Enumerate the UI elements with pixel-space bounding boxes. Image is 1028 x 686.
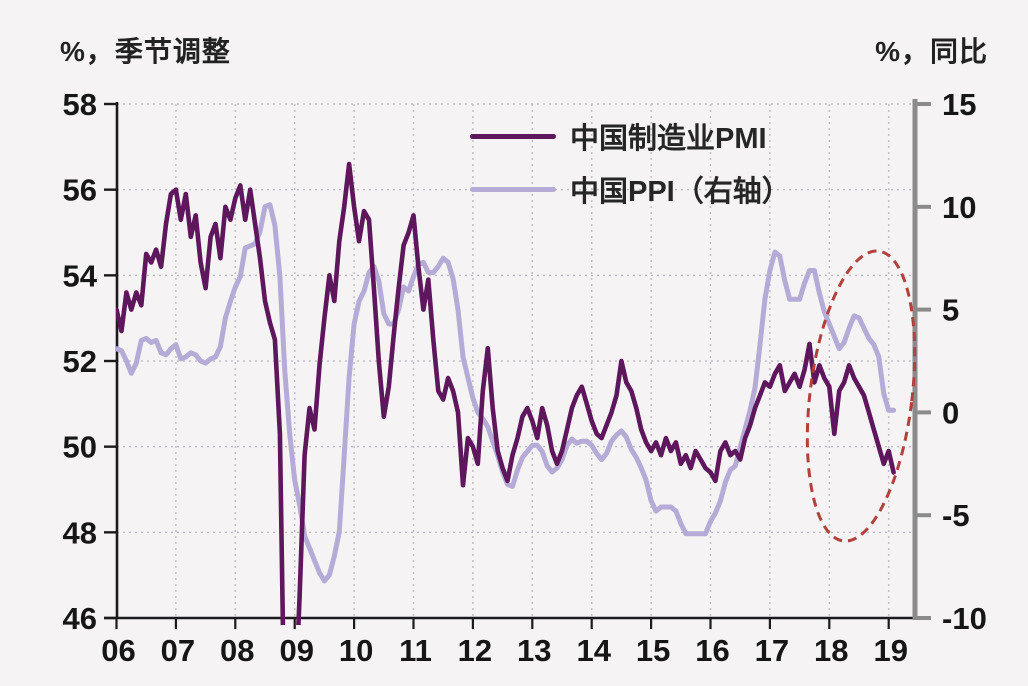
pmi-line [116, 161, 896, 625]
right-axis-tick-label: 0 [942, 395, 959, 430]
x-axis-tick-label: 06 [101, 633, 135, 668]
left-axis-title: %，季节调整 [60, 36, 231, 67]
x-axis-tick-label: 11 [399, 633, 432, 668]
left-axis-tick-label: 46 [63, 601, 97, 636]
x-axis-tick-label: 18 [814, 633, 848, 668]
x-axis-tick-label: 19 [873, 633, 907, 668]
x-axis-tick-label: 17 [755, 633, 789, 668]
x-axis-tick-label: 15 [636, 633, 670, 668]
ppi-line-swatch [470, 186, 556, 192]
left-axis-tick-label: 54 [63, 258, 98, 293]
highlight-ellipse [805, 249, 917, 543]
right-axis-tick-label: 10 [942, 190, 976, 225]
left-axis-tick-label: 48 [63, 515, 97, 550]
ppi-line [116, 202, 897, 584]
x-axis-tick-label: 10 [339, 633, 373, 668]
legend: 中国制造业PMI 中国PPI（右轴） [470, 116, 791, 209]
right-axis-tick-label: -5 [942, 498, 970, 533]
x-axis-tick-label: 09 [279, 633, 313, 668]
right-axis-tick-label: 15 [942, 87, 976, 122]
legend-label-ppi: 中国PPI（右轴） [570, 176, 791, 208]
left-axis-tick-label: 56 [63, 173, 97, 208]
legend-item-pmi: 中国制造业PMI [470, 116, 791, 156]
right-axis-tick-label: 5 [942, 293, 959, 328]
x-axis-tick-label: 07 [161, 633, 195, 668]
x-axis-tick-label: 16 [695, 633, 729, 668]
left-axis: 46 48 50 52 54 56 58 [63, 87, 119, 636]
series-group [116, 161, 897, 625]
x-axis-tick-label: 08 [220, 633, 254, 668]
legend-item-ppi: 中国PPI（右轴） [470, 169, 791, 209]
x-axis-tick-label: 13 [517, 633, 551, 668]
x-axis-tick-label: 14 [576, 633, 611, 668]
right-axis-tick-label: -10 [942, 601, 987, 636]
left-axis-tick-label: 50 [63, 430, 97, 465]
legend-label-pmi: 中国制造业PMI [570, 123, 767, 155]
right-axis-title: %，同比 [875, 36, 988, 67]
pmi-line-swatch [470, 133, 556, 139]
x-axis: 06 07 08 09 10 11 12 13 14 15 16 17 18 19 [101, 616, 915, 668]
x-axis-tick-label: 12 [458, 633, 492, 668]
left-axis-tick-label: 58 [63, 87, 97, 122]
right-axis: -10 -5 0 5 10 15 [912, 87, 987, 636]
left-axis-tick-label: 52 [63, 344, 97, 379]
